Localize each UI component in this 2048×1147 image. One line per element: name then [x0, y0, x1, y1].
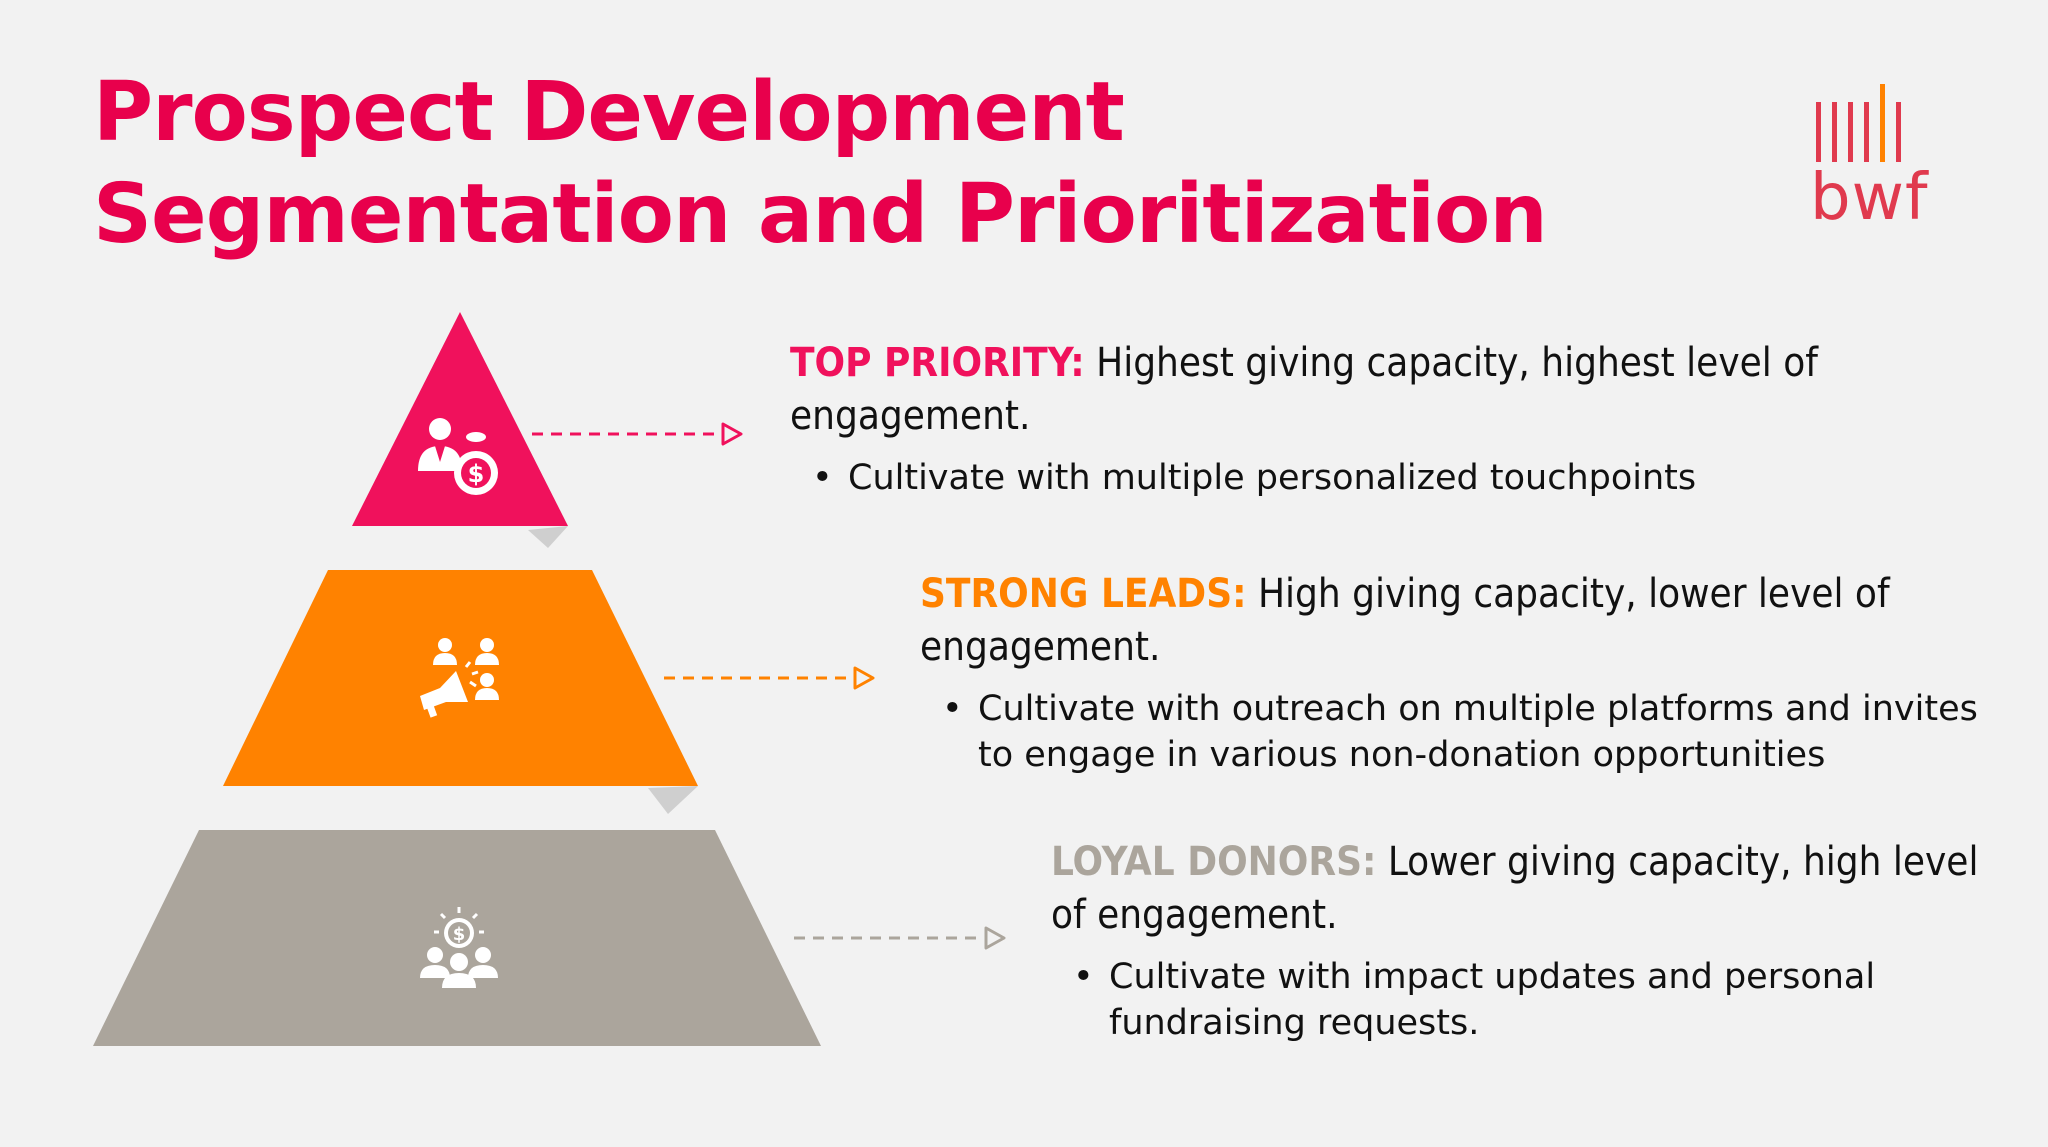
title-line-1: Prospect Development [93, 65, 1125, 160]
top-priority-label: TOP PRIORITY: [790, 340, 1085, 386]
top-priority-bullet: Cultivate with multiple personalized tou… [790, 455, 1910, 501]
svg-text:$: $ [453, 924, 466, 945]
strong-leads-description: High giving capacity, lower level of eng… [920, 571, 1890, 670]
top-priority-connector-arrow [532, 422, 743, 446]
strong-leads-tier [223, 570, 698, 786]
loyal-donors-label: LOYAL DONORS: [1051, 839, 1377, 885]
donor-group-icon: $ [420, 907, 498, 988]
svg-text:$: $ [468, 460, 485, 488]
top-priority-description: Highest giving capacity, highest level o… [790, 340, 1818, 439]
loyal-donors-text: LOYAL DONORS: Lower giving capacity, hig… [1051, 836, 2011, 1046]
page-title: Prospect Development Segmentation and Pr… [93, 62, 1548, 266]
middle-tier-shadow [648, 786, 698, 814]
strong-leads-bullet: Cultivate with outreach on multiple plat… [920, 686, 2010, 778]
loyal-donors-bullet: Cultivate with impact updates and person… [1051, 954, 2011, 1046]
loyal-donors-description: Lower giving capacity, high level of eng… [1051, 839, 1979, 938]
bwf-bars-logo-icon [1816, 84, 1901, 162]
strong-leads-text: STRONG LEADS: High giving capacity, lowe… [920, 568, 2010, 778]
megaphone-audience-icon [420, 638, 499, 718]
bwf-logo: bwf [1810, 78, 1970, 238]
top-priority-tier [352, 312, 568, 526]
logo-text: bwf [1810, 161, 1929, 235]
top-priority-text: TOP PRIORITY: Highest giving capacity, h… [790, 337, 1910, 501]
top-tier-shadow [528, 526, 568, 548]
strong-leads-label: STRONG LEADS: [920, 571, 1247, 617]
title-line-2: Segmentation and Prioritization [93, 167, 1548, 262]
loyal-donors-connector-arrow [794, 926, 1006, 950]
investor-money-bag-icon: $ [418, 418, 498, 495]
strong-leads-connector-arrow [664, 666, 875, 690]
